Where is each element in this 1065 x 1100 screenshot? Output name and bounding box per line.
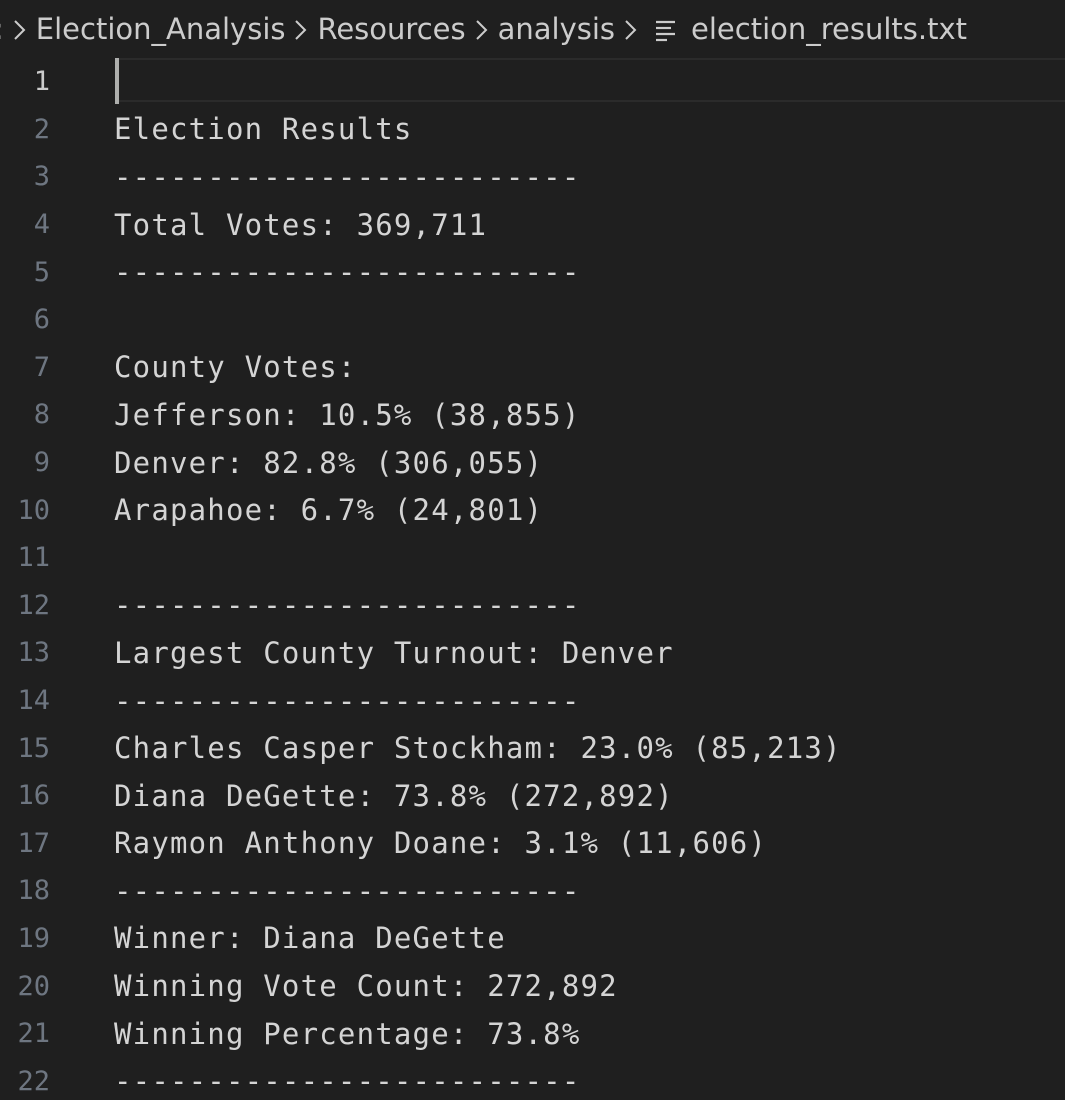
line-text: -------------------------	[114, 159, 581, 194]
current-line-highlight	[115, 58, 1065, 102]
line-text: -------------------------	[114, 1064, 581, 1099]
chevron-right-icon	[466, 0, 498, 58]
line-text: Winning Vote Count: 272,892	[114, 969, 618, 1004]
text-cursor	[115, 58, 119, 104]
editor-line[interactable]: 7 County Votes:	[0, 344, 1065, 392]
editor-line[interactable]: 3 -------------------------	[0, 153, 1065, 201]
editor-line[interactable]: 20 Winning Vote Count: 272,892	[0, 962, 1065, 1010]
line-text: -------------------------	[114, 588, 581, 623]
line-number: 20	[17, 970, 50, 1002]
editor-line[interactable]: 18 -------------------------	[0, 867, 1065, 915]
line-number: 16	[17, 780, 50, 812]
breadcrumb-item-resources[interactable]: Resources	[317, 12, 466, 46]
chevron-right-icon	[615, 0, 647, 58]
editor-line[interactable]: 13 Largest County Turnout: Denver	[0, 629, 1065, 677]
editor-line[interactable]: 9 Denver: 82.8% (306,055)	[0, 439, 1065, 487]
chevron-right-icon	[285, 0, 317, 58]
line-number: 18	[17, 875, 50, 907]
line-text: Total Votes: 369,711	[114, 207, 488, 242]
editor-line[interactable]: 1	[0, 58, 1065, 106]
breadcrumb: : Election_Analysis Resources analysis e…	[0, 0, 1065, 58]
line-text: Raymon Anthony Doane: 3.1% (11,606)	[114, 826, 768, 861]
line-number: 10	[17, 494, 50, 526]
line-text: County Votes:	[114, 350, 357, 385]
line-text: Election Results	[114, 112, 413, 147]
editor-line[interactable]: 16 Diana DeGette: 73.8% (272,892)	[0, 772, 1065, 820]
line-number: 9	[33, 447, 50, 479]
line-text: Winner: Diana DeGette	[114, 921, 506, 956]
line-number: 8	[33, 399, 50, 431]
line-text: Charles Casper Stockham: 23.0% (85,213)	[114, 731, 842, 766]
line-text: -------------------------	[114, 873, 581, 908]
line-text: Denver: 82.8% (306,055)	[114, 445, 544, 480]
editor-line[interactable]: 17 Raymon Anthony Doane: 3.1% (11,606)	[0, 820, 1065, 868]
line-number: 11	[17, 542, 50, 574]
breadcrumb-lead: :	[0, 12, 4, 46]
breadcrumb-item-analysis[interactable]: analysis	[497, 12, 616, 46]
line-number: 12	[17, 589, 50, 621]
line-number: 17	[17, 827, 50, 859]
editor-line[interactable]: 11	[0, 534, 1065, 582]
line-number: 7	[33, 351, 50, 383]
editor-line[interactable]: 15 Charles Casper Stockham: 23.0% (85,213…	[0, 724, 1065, 772]
editor-line[interactable]: 4 Total Votes: 369,711	[0, 201, 1065, 249]
line-text: -------------------------	[114, 255, 581, 290]
breadcrumb-item-election-analysis[interactable]: Election_Analysis	[35, 12, 286, 46]
line-number: 15	[17, 732, 50, 764]
line-number: 1	[33, 66, 50, 98]
line-text: Largest County Turnout: Denver	[114, 635, 674, 670]
line-number: 4	[33, 209, 50, 241]
line-text: Winning Percentage: 73.8%	[114, 1016, 581, 1051]
line-text: Jefferson: 10.5% (38,855)	[114, 397, 581, 432]
editor-line[interactable]: 22 -------------------------	[0, 1057, 1065, 1100]
editor-line[interactable]: 21 Winning Percentage: 73.8%	[0, 1010, 1065, 1058]
editor-line[interactable]: 10 Arapahoe: 6.7% (24,801)	[0, 486, 1065, 534]
line-number: 5	[33, 256, 50, 288]
line-number: 14	[17, 685, 50, 717]
line-number: 3	[33, 161, 50, 193]
line-text: Arapahoe: 6.7% (24,801)	[114, 493, 544, 528]
line-number: 2	[33, 113, 50, 145]
editor-line[interactable]: 6	[0, 296, 1065, 344]
line-number: 22	[17, 1065, 50, 1097]
editor-line[interactable]: 5 -------------------------	[0, 248, 1065, 296]
chevron-right-icon	[4, 0, 36, 58]
line-text: -------------------------	[114, 683, 581, 718]
line-number: 6	[33, 304, 50, 336]
breadcrumb-item-file[interactable]: election_results.txt	[691, 12, 968, 46]
line-number: 13	[17, 637, 50, 669]
code-lines[interactable]: 1 2 Election Results 3 ---------------------…	[0, 58, 1065, 1100]
editor-line[interactable]: 19 Winner: Diana DeGette	[0, 915, 1065, 963]
editor-line[interactable]: 12 -------------------------	[0, 582, 1065, 630]
editor-line[interactable]: 2 Election Results	[0, 106, 1065, 154]
line-number: 19	[17, 922, 50, 954]
editor-line[interactable]: 14 -------------------------	[0, 677, 1065, 725]
editor-line[interactable]: 8 Jefferson: 10.5% (38,855)	[0, 391, 1065, 439]
line-text: Diana DeGette: 73.8% (272,892)	[114, 778, 674, 813]
text-file-lines-icon	[651, 0, 691, 58]
line-number: 21	[17, 1018, 50, 1050]
